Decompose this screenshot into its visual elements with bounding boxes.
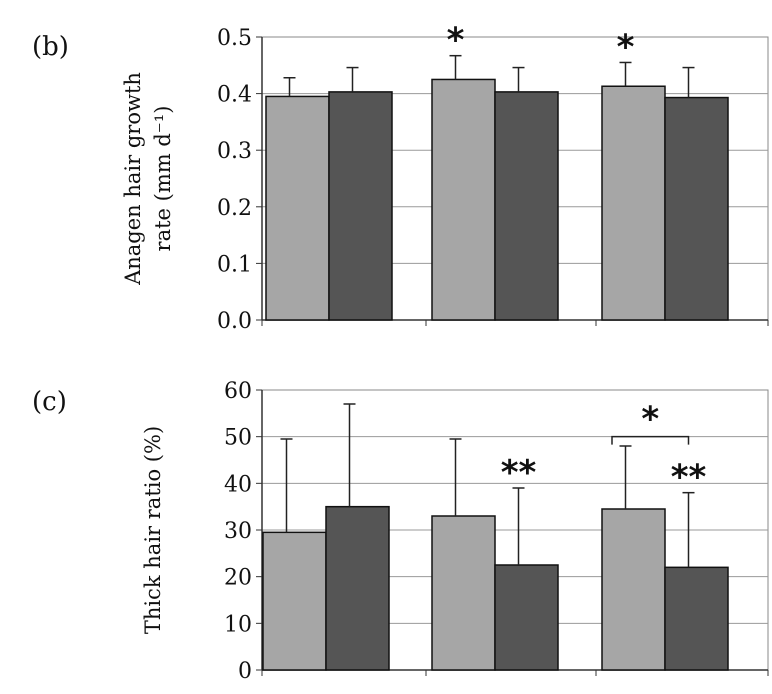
bar (431, 78, 496, 321)
panel-label: (c) (32, 387, 67, 417)
y-tick-label: 0.5 (217, 26, 252, 51)
y-tick-label: 60 (224, 379, 252, 404)
y-tick-label: 0.1 (217, 252, 252, 277)
significance-mark: ** (501, 453, 537, 493)
chart-panel-b: 0.0 0.1 0.2 0.3 0.4 0.5 (b) Anagen hair growth r… (32, 21, 769, 334)
significance-bracket (611, 435, 690, 445)
significance-mark: * (617, 27, 635, 67)
significance-mark: ** (671, 458, 707, 498)
bar (601, 85, 666, 321)
bar (262, 531, 327, 671)
panel-label: (b) (32, 32, 69, 62)
y-tick-label: 40 (224, 472, 252, 497)
bar (265, 95, 330, 321)
bar (325, 505, 390, 671)
y-axis-label-line1: Anagen hair growth (121, 72, 145, 286)
bar (431, 515, 496, 671)
bar (664, 96, 729, 321)
bracket-significance-mark: * (641, 400, 659, 440)
bar (328, 91, 393, 321)
y-axis-label: Thick hair ratio (%) (141, 426, 165, 634)
y-tick-label: 0.3 (217, 139, 252, 164)
bar (494, 91, 559, 321)
bar (494, 564, 559, 671)
y-tick-label: 50 (224, 426, 252, 451)
y-tick-label: 0 (238, 659, 252, 684)
y-axis-label-line2: rate (mm d⁻¹) (151, 106, 175, 252)
y-tick-label: 0.2 (217, 196, 252, 221)
bar (601, 508, 666, 671)
y-tick-label: 0.4 (217, 83, 252, 108)
y-tick-label: 10 (224, 612, 252, 637)
significance-mark: * (447, 21, 465, 61)
y-tick-label: 30 (224, 519, 252, 544)
bar (664, 566, 729, 671)
y-tick-label: 0.0 (217, 309, 252, 334)
y-tick-label: 20 (224, 566, 252, 591)
